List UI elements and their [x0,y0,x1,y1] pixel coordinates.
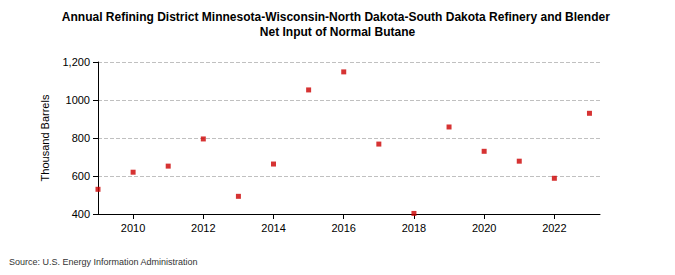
svg-text:1000: 1000 [66,94,90,106]
svg-text:400: 400 [72,208,90,220]
svg-text:600: 600 [72,170,90,182]
svg-text:Thousand Barrels: Thousand Barrels [39,94,51,181]
svg-text:2016: 2016 [331,222,355,234]
svg-text:Annual Refining District Minne: Annual Refining District Minnesota-Wisco… [62,10,613,24]
svg-text:2014: 2014 [261,222,285,234]
svg-text:2022: 2022 [542,222,566,234]
svg-text:2012: 2012 [191,222,215,234]
svg-text:Net Input of Normal Butane: Net Input of Normal Butane [260,25,416,39]
svg-text:2020: 2020 [472,222,496,234]
svg-text:Source: U.S. Energy Informatio: Source: U.S. Energy Information Administ… [9,257,198,267]
svg-text:800: 800 [72,132,90,144]
svg-text:2010: 2010 [121,222,145,234]
svg-text:2018: 2018 [402,222,426,234]
svg-text:1,200: 1,200 [62,56,90,68]
